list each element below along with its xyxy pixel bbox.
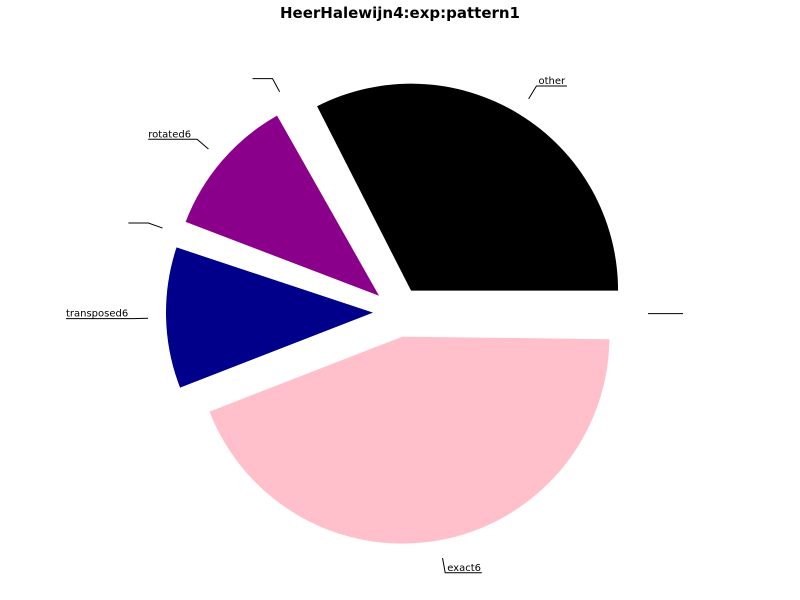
leader-line-unlabeled-3 xyxy=(128,222,163,229)
pie-slice-rotated6 xyxy=(185,115,380,296)
leader-line-other xyxy=(528,85,567,100)
pie-slice-unlabeled-6 xyxy=(422,312,630,315)
slice-label-other: other xyxy=(538,76,566,87)
slice-label-exact6: exact6 xyxy=(447,563,481,574)
slice-label-transposed6: transposed6 xyxy=(66,309,128,320)
pie-slice-other xyxy=(317,83,619,291)
leader-line-unlabeled-1 xyxy=(252,78,281,93)
pie-slice-exact6 xyxy=(209,336,610,544)
pie-slice-transposed6 xyxy=(166,247,374,388)
pie-slice-unlabeled-1 xyxy=(284,105,387,290)
chart-title: HeerHalewijn4:exp:pattern1 xyxy=(280,4,520,22)
pie-slice-unlabeled-3 xyxy=(177,229,375,304)
leader-line-exact6 xyxy=(442,557,482,574)
slice-label-rotated6: rotated6 xyxy=(148,129,191,140)
pie-labels: other rotated6 transposed6 exact6 xyxy=(65,76,683,574)
leader-line-rotated6 xyxy=(148,138,209,150)
pie-slices xyxy=(166,83,630,544)
